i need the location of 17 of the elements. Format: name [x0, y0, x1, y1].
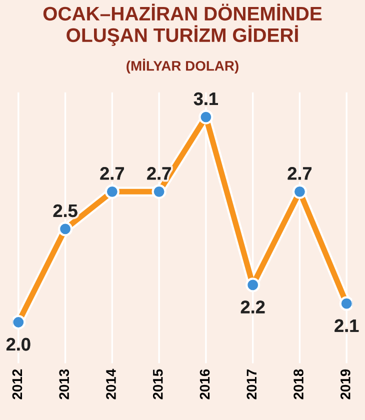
x-tick-label: 2012 [12, 369, 22, 400]
data-label: 2.5 [53, 204, 78, 218]
data-label: 2.2 [240, 300, 265, 314]
data-label: 2.7 [100, 167, 124, 180]
x-tick-label: 2015 [152, 369, 163, 400]
data-label: 2.0 [6, 338, 30, 351]
x-tick-label: 2014 [106, 368, 116, 400]
chart-title: OCAK–HAZİRAN DÖNEMİNDE OLUŞAN TURİZM GİDERİ [43, 4, 322, 46]
x-tick-label: 2018 [294, 369, 304, 400]
x-tick-label: 2017 [246, 369, 257, 400]
data-label: 3.1 [194, 92, 218, 106]
x-tick-label: 2013 [59, 369, 70, 400]
data-label: 2.7 [288, 167, 312, 180]
x-tick-label: 2016 [200, 369, 210, 400]
chart-subtitle: (MİLYAR DOLAR) [126, 58, 238, 74]
x-tick-label: 2019 [340, 369, 350, 400]
data-label: 2.1 [334, 319, 359, 332]
